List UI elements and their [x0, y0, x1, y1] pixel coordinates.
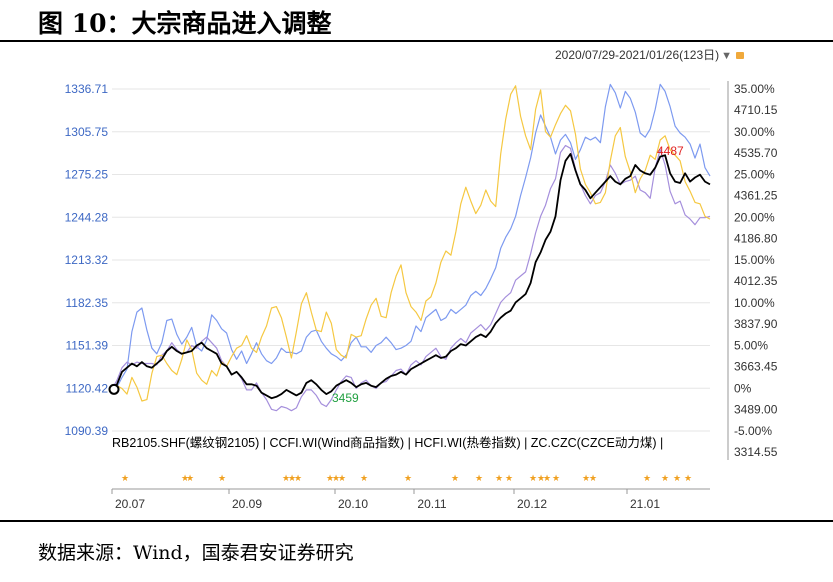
left-tick-label: 1336.71 [65, 82, 109, 96]
right-tick-label: 3314.55 [734, 445, 778, 459]
right-tick-label: 10.00% [734, 296, 775, 310]
right-tick-label: 3837.90 [734, 317, 778, 331]
star-marker-icon: ★ [684, 474, 692, 484]
star-marker-icon: ★ [505, 474, 513, 484]
star-marker-icon: ★ [589, 474, 597, 484]
right-tick-label: 4535.70 [734, 146, 778, 160]
x-tick-label: 20.11 [417, 497, 446, 511]
left-tick-label: 1151.39 [66, 339, 109, 353]
right-tick-label: 4710.15 [734, 103, 778, 117]
star-marker-icon: ★ [404, 474, 412, 484]
right-tick-label: 5.00% [734, 339, 768, 353]
right-tick-label: 4186.80 [734, 231, 778, 245]
star-marker-icon: ★ [338, 474, 346, 484]
dropdown-arrow-icon[interactable]: ▼ [721, 50, 733, 62]
right-tick-label: 4012.35 [734, 274, 778, 288]
series-line-zc [111, 85, 711, 402]
star-marker-icon: ★ [673, 474, 681, 484]
star-marker-icon: ★ [181, 474, 189, 484]
star-marker-icon: ★ [529, 474, 537, 484]
min-value-label: 3459 [332, 391, 359, 405]
star-marker-icon: ★ [360, 474, 368, 484]
lock-icon [736, 52, 745, 60]
star-marker-icon: ★ [643, 474, 651, 484]
series-line-rb [111, 153, 711, 400]
left-tick-label: 1275.25 [65, 168, 109, 182]
date-range-selector[interactable]: 2020/07/29-2021/01/26(123日) ▼ [555, 46, 745, 64]
right-tick-label: 35.00% [734, 82, 775, 96]
star-marker-icon: ★ [332, 474, 340, 484]
x-tick-label: 20.12 [517, 497, 547, 511]
top-rule [0, 40, 833, 42]
right-tick-label: 3663.45 [734, 360, 778, 374]
figure-title: 图 10：大宗商品进入调整 [38, 9, 332, 38]
right-tick-label: 30.00% [734, 125, 775, 139]
chart-annotations: 4487 3459 [108, 144, 684, 405]
right-tick-label: 0% [734, 381, 752, 395]
right-tick-label: 15.00% [734, 253, 775, 267]
x-tick-label: 20.07 [115, 497, 145, 511]
x-tick-label: 20.09 [232, 497, 262, 511]
left-axis: 1336.71 1305.75 1275.25 1244.28 1213.32 1182.… [65, 82, 109, 438]
chart-series [111, 83, 711, 412]
x-tick-label: 20.10 [338, 497, 368, 511]
date-range-text: 2020/07/29-2021/01/26(123日) [555, 48, 720, 62]
star-marker-icon: ★ [475, 474, 483, 484]
right-tick-label: 3489.00 [734, 402, 778, 416]
right-tick-label: 25.00% [734, 168, 775, 182]
star-marker-icon: ★ [451, 474, 459, 484]
left-tick-label: 1182.35 [66, 296, 109, 310]
event-markers: ★ ★★ ★ ★★★ ★★★ ★ ★ ★ ★ ★ ★ ★ ★★ ★ ★★ ★ ★ ★ ★ [121, 474, 692, 484]
right-axis: 35.00% 4710.15 30.00% 4535.70 25.00% 4361.25 2… [727, 81, 778, 460]
x-axis: 20.07 20.09 20.10 20.11 20.12 21.01 [111, 488, 710, 511]
series-line-ccfi [111, 83, 711, 390]
x-tick-label: 21.01 [630, 497, 660, 511]
left-tick-label: 1090.39 [65, 424, 109, 438]
chart-legend: RB2105.SHF(螺纹钢2105) | CCFI.WI(Wind商品指数) … [112, 435, 663, 450]
star-marker-icon: ★ [121, 474, 129, 484]
chart-grid [112, 88, 710, 432]
right-tick-label: 4361.25 [734, 189, 778, 203]
bottom-rule [0, 520, 833, 522]
star-marker-icon: ★ [326, 474, 334, 484]
series-line-hcfi [111, 144, 711, 412]
star-marker-icon: ★ [186, 474, 194, 484]
star-marker-icon: ★ [495, 474, 503, 484]
left-tick-label: 1213.32 [65, 253, 109, 267]
commodity-chart: 1336.71 1305.75 1275.25 1244.28 1213.32 1182.… [65, 81, 778, 511]
star-marker-icon: ★ [552, 474, 560, 484]
max-value-label: 4487 [657, 144, 684, 158]
star-marker-icon: ★ [218, 474, 226, 484]
right-tick-label: 20.00% [734, 210, 775, 224]
star-marker-icon: ★ [543, 474, 551, 484]
left-tick-label: 1120.42 [66, 381, 109, 395]
star-marker-icon: ★ [537, 474, 545, 484]
start-marker-icon [108, 383, 120, 395]
star-marker-icon: ★ [288, 474, 296, 484]
left-tick-label: 1244.28 [65, 210, 109, 224]
left-tick-label: 1305.75 [65, 125, 109, 139]
star-marker-icon: ★ [661, 474, 669, 484]
star-marker-icon: ★ [282, 474, 290, 484]
star-marker-icon: ★ [294, 474, 302, 484]
right-tick-label: -5.00% [734, 424, 772, 438]
star-marker-icon: ★ [582, 474, 590, 484]
source-note: 数据来源：Wind，国泰君安证券研究 [38, 542, 354, 564]
